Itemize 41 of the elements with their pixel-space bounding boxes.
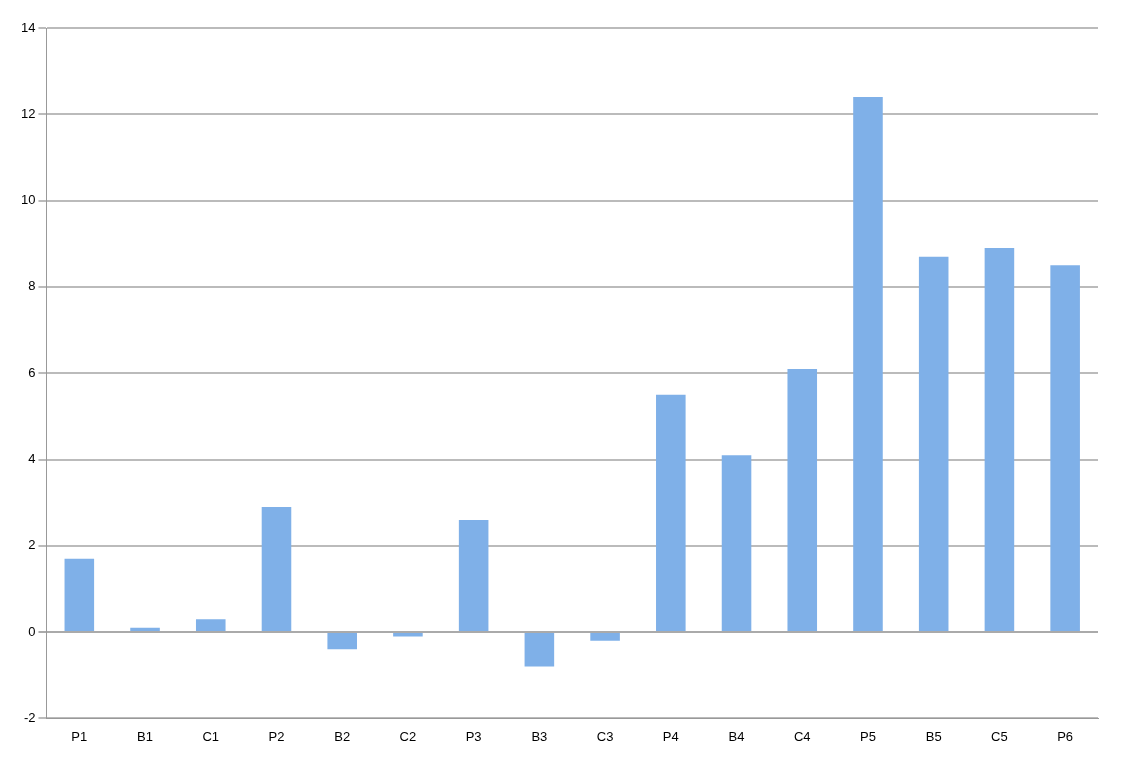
bar [458, 519, 489, 632]
x-tick-label: B2 [334, 728, 351, 744]
x-tick-label: B3 [531, 728, 548, 744]
x-tick-label: C5 [991, 728, 1008, 744]
bar [590, 633, 620, 641]
y-tick-label: 2 [28, 537, 36, 553]
y-tick-label: 10 [20, 192, 36, 208]
bar [524, 633, 555, 667]
bar [64, 558, 95, 632]
y-tick-label: 14 [20, 19, 36, 35]
x-tick-label: P2 [268, 728, 285, 744]
x-tick-label: C3 [596, 728, 614, 744]
bar [853, 97, 883, 632]
bar [393, 633, 423, 637]
x-tick-label: B5 [925, 728, 942, 744]
y-tick-label: 12 [20, 105, 36, 121]
x-tick-label: C1 [202, 728, 220, 744]
y-tick-label: 8 [28, 278, 36, 294]
bar [1050, 265, 1080, 632]
y-tick-label: 0 [28, 623, 36, 639]
bar [261, 506, 292, 632]
bar [721, 455, 752, 632]
bar [195, 619, 226, 632]
y-tick-label: 6 [28, 364, 36, 380]
x-tick-label: P3 [465, 728, 482, 744]
bar [787, 368, 818, 632]
x-tick-label: C2 [399, 728, 417, 744]
bar [327, 633, 357, 650]
x-tick-label: C4 [793, 728, 811, 744]
y-tick-label: -2 [23, 709, 36, 725]
x-tick-label: B4 [728, 728, 745, 744]
x-tick-label: P4 [662, 728, 679, 744]
x-tick-label: P5 [860, 728, 876, 744]
bar [918, 256, 949, 632]
y-tick-label: 4 [28, 451, 36, 467]
bar [656, 394, 686, 632]
bar [130, 627, 160, 632]
x-tick-label: P1 [71, 728, 88, 744]
bar [984, 248, 1015, 632]
x-tick-label: P6 [1057, 728, 1074, 744]
x-tick-label: B1 [137, 728, 153, 744]
